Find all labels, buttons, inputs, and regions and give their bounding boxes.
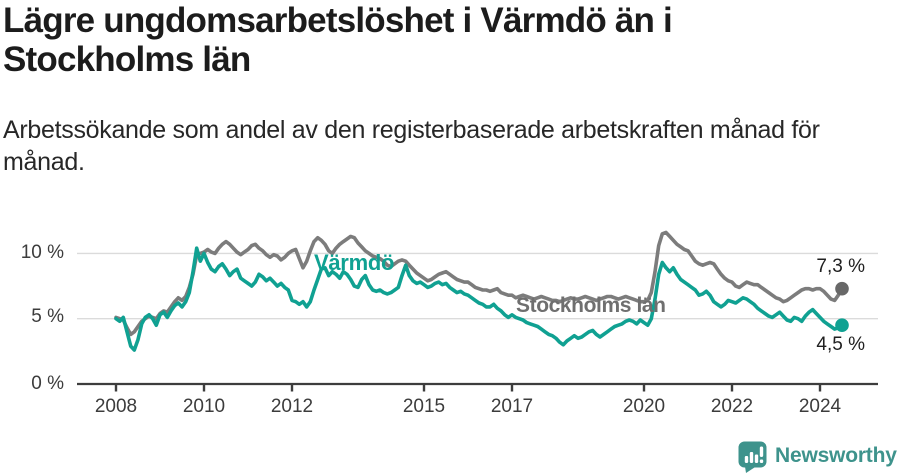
- newsworthy-logo-text: Newsworthy: [775, 444, 897, 467]
- newsworthy-logo[interactable]: Newsworthy: [737, 439, 897, 473]
- x-axis-label-2015: 2015: [402, 396, 446, 417]
- x-axis-label-2008: 2008: [94, 396, 138, 417]
- x-axis-label-2010: 2010: [182, 396, 226, 417]
- x-axis-label-2024: 2024: [798, 396, 842, 417]
- x-axis-label-2017: 2017: [490, 396, 534, 417]
- page-title: Lägre ungdomsarbetslöshet i Värmdö än i …: [3, 1, 673, 79]
- chart-bubble-icon: [738, 441, 767, 473]
- series-line-stockholms-lan: [114, 230, 844, 337]
- series-label-stockholms-lan: Stockholms län: [516, 294, 666, 317]
- y-axis-label-5: 5 %: [31, 306, 64, 327]
- x-axis-label-2012: 2012: [270, 396, 314, 417]
- end-value-label-stockholms-lan: 7,3 %: [816, 256, 865, 277]
- series-label-varmdo: Värmdö: [314, 250, 395, 275]
- y-axis-label-10: 10 %: [20, 242, 64, 263]
- x-axis-label-2022: 2022: [710, 396, 754, 417]
- x-axis-label-2020: 2020: [622, 396, 666, 417]
- series-line-varmdo: [114, 246, 844, 352]
- y-axis-label-0: 0 %: [31, 373, 64, 394]
- end-value-label-varmdo: 4,5 %: [816, 334, 865, 355]
- end-dot-varmdo: [835, 318, 849, 333]
- end-dot-stockholms-lan: [835, 281, 849, 296]
- page-subtitle: Arbetssökande som andel av den registerb…: [3, 116, 820, 176]
